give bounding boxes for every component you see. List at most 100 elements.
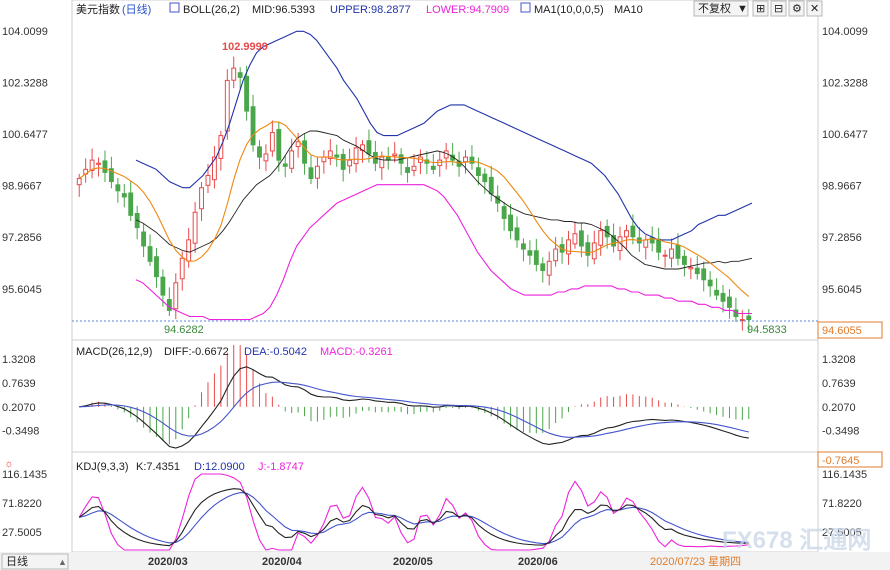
y-tick-right: 98.9667 — [822, 181, 862, 193]
macd-tick-left: 0.7639 — [2, 378, 36, 390]
candlestick-series — [76, 56, 752, 332]
restore-select-label: 不复权 — [698, 1, 731, 15]
close-icon[interactable] — [806, 0, 823, 17]
candle-down — [630, 225, 636, 238]
macd-histogram — [85, 345, 750, 445]
zoom-out-icon[interactable] — [770, 0, 787, 17]
k-line — [78, 488, 749, 547]
chevron-down-icon: ▲ — [58, 557, 67, 567]
sun-settings-icon[interactable]: ☼ — [4, 458, 14, 470]
last-low-annotation: 94.5833 — [747, 324, 787, 336]
candle-up — [572, 233, 578, 245]
candle-up — [739, 319, 745, 322]
period-link[interactable]: (日线) — [122, 2, 151, 16]
candle-down — [475, 167, 481, 176]
main-y-axis: 104.0099 104.0099 102.3288 102.3288 100.6477… — [2, 26, 868, 296]
candle-down — [527, 250, 533, 256]
macd-value: MACD:-0.3261 — [320, 346, 393, 358]
x-label-mar: 2020/03 — [148, 556, 188, 568]
y-tick-left: 104.0099 — [2, 26, 48, 38]
last-price-tag — [817, 321, 883, 339]
candle-down — [508, 214, 514, 232]
y-tick-left: 100.6477 — [2, 129, 48, 141]
candle-down — [694, 267, 700, 275]
period-button-label: 日线 — [6, 554, 28, 568]
candle-down — [501, 206, 507, 219]
candle-up — [314, 165, 320, 179]
indicator-lines — [78, 30, 753, 321]
x-label-may: 2020/05 — [393, 556, 433, 568]
boll-mid-line — [135, 130, 753, 270]
macd-lines — [79, 366, 749, 449]
macd-tick-right: -0.3498 — [822, 426, 859, 438]
candle-up — [289, 150, 295, 169]
y-tick-right: 95.6045 — [822, 284, 862, 296]
kdj-d: D:12.0900 — [194, 461, 245, 473]
ma-toggle-icon[interactable] — [520, 2, 531, 13]
candle-down — [237, 72, 243, 78]
macd-dea: DEA:-0.5042 — [244, 346, 307, 358]
boll-toggle-icon[interactable] — [169, 2, 180, 13]
watermark: FX678 汇通网 — [722, 527, 871, 554]
ma10-label: MA10 — [614, 4, 643, 16]
settings-glyph: ⚙ — [792, 3, 802, 15]
macd-diff: DIFF:-0.6672 — [164, 346, 229, 358]
candle-down — [121, 193, 127, 198]
candle-up — [463, 156, 468, 163]
kdj-j: J:-1.8747 — [258, 461, 304, 473]
candle-up — [173, 282, 179, 310]
candle-down — [108, 168, 114, 183]
candle-up — [76, 178, 82, 186]
y-tick-left: 98.9667 — [2, 181, 42, 193]
candle-down — [656, 238, 662, 253]
candle-down — [102, 160, 108, 173]
candle-down — [746, 315, 752, 321]
y-tick-right: 104.0099 — [822, 26, 868, 38]
candle-down — [727, 296, 732, 308]
dea-line — [79, 381, 749, 438]
candle-down — [675, 244, 681, 259]
low-annotation: 94.6282 — [164, 324, 204, 336]
restore-select[interactable] — [693, 0, 749, 17]
candle-up — [96, 162, 101, 165]
candle-down — [559, 244, 565, 253]
candle-up — [546, 260, 552, 276]
kdj-k: K:7.4351 — [136, 461, 180, 473]
cursor-date: 2020/07/23 星期四 — [650, 555, 741, 568]
candle-down — [533, 250, 539, 265]
y-tick-right: 100.6477 — [822, 129, 868, 141]
candle-down — [514, 227, 520, 241]
zoom-in-icon[interactable] — [752, 0, 769, 17]
macd-tick-left: -0.3498 — [2, 426, 39, 438]
period-button[interactable] — [1, 553, 69, 570]
kdj-lines — [78, 473, 749, 551]
candle-up — [186, 239, 192, 262]
candle-up — [392, 153, 398, 157]
candle-down — [257, 146, 262, 158]
candle-down — [578, 230, 584, 247]
candle-down — [334, 154, 340, 158]
candle-up — [353, 147, 359, 165]
x-label-jun: 2020/06 — [518, 556, 558, 568]
candle-up — [263, 153, 269, 162]
candle-up — [199, 187, 204, 210]
candle-up — [553, 248, 559, 262]
candle-down — [141, 231, 147, 247]
candle-up — [669, 248, 674, 259]
boll-mid-value: MID:96.5393 — [252, 4, 315, 16]
macd-y-axis: 1.3208 1.3208 0.7639 0.7639 0.2070 0.2070 -0.3… — [2, 354, 859, 438]
kdj-tick-left: 71.8220 — [2, 498, 42, 510]
candle-up — [231, 67, 237, 81]
macd-tick-left: 0.2070 — [2, 402, 36, 414]
candle-up — [211, 156, 217, 181]
y-tick-left: 102.3288 — [2, 78, 48, 90]
chevron-down-icon: ▼ — [737, 3, 748, 15]
candle-down — [302, 140, 307, 164]
candle-up — [566, 239, 571, 255]
settings-icon[interactable] — [788, 0, 805, 17]
main-panel-frame — [71, 0, 819, 341]
candle-down — [250, 106, 256, 146]
candle-up — [662, 254, 668, 257]
candle-down — [147, 246, 153, 262]
